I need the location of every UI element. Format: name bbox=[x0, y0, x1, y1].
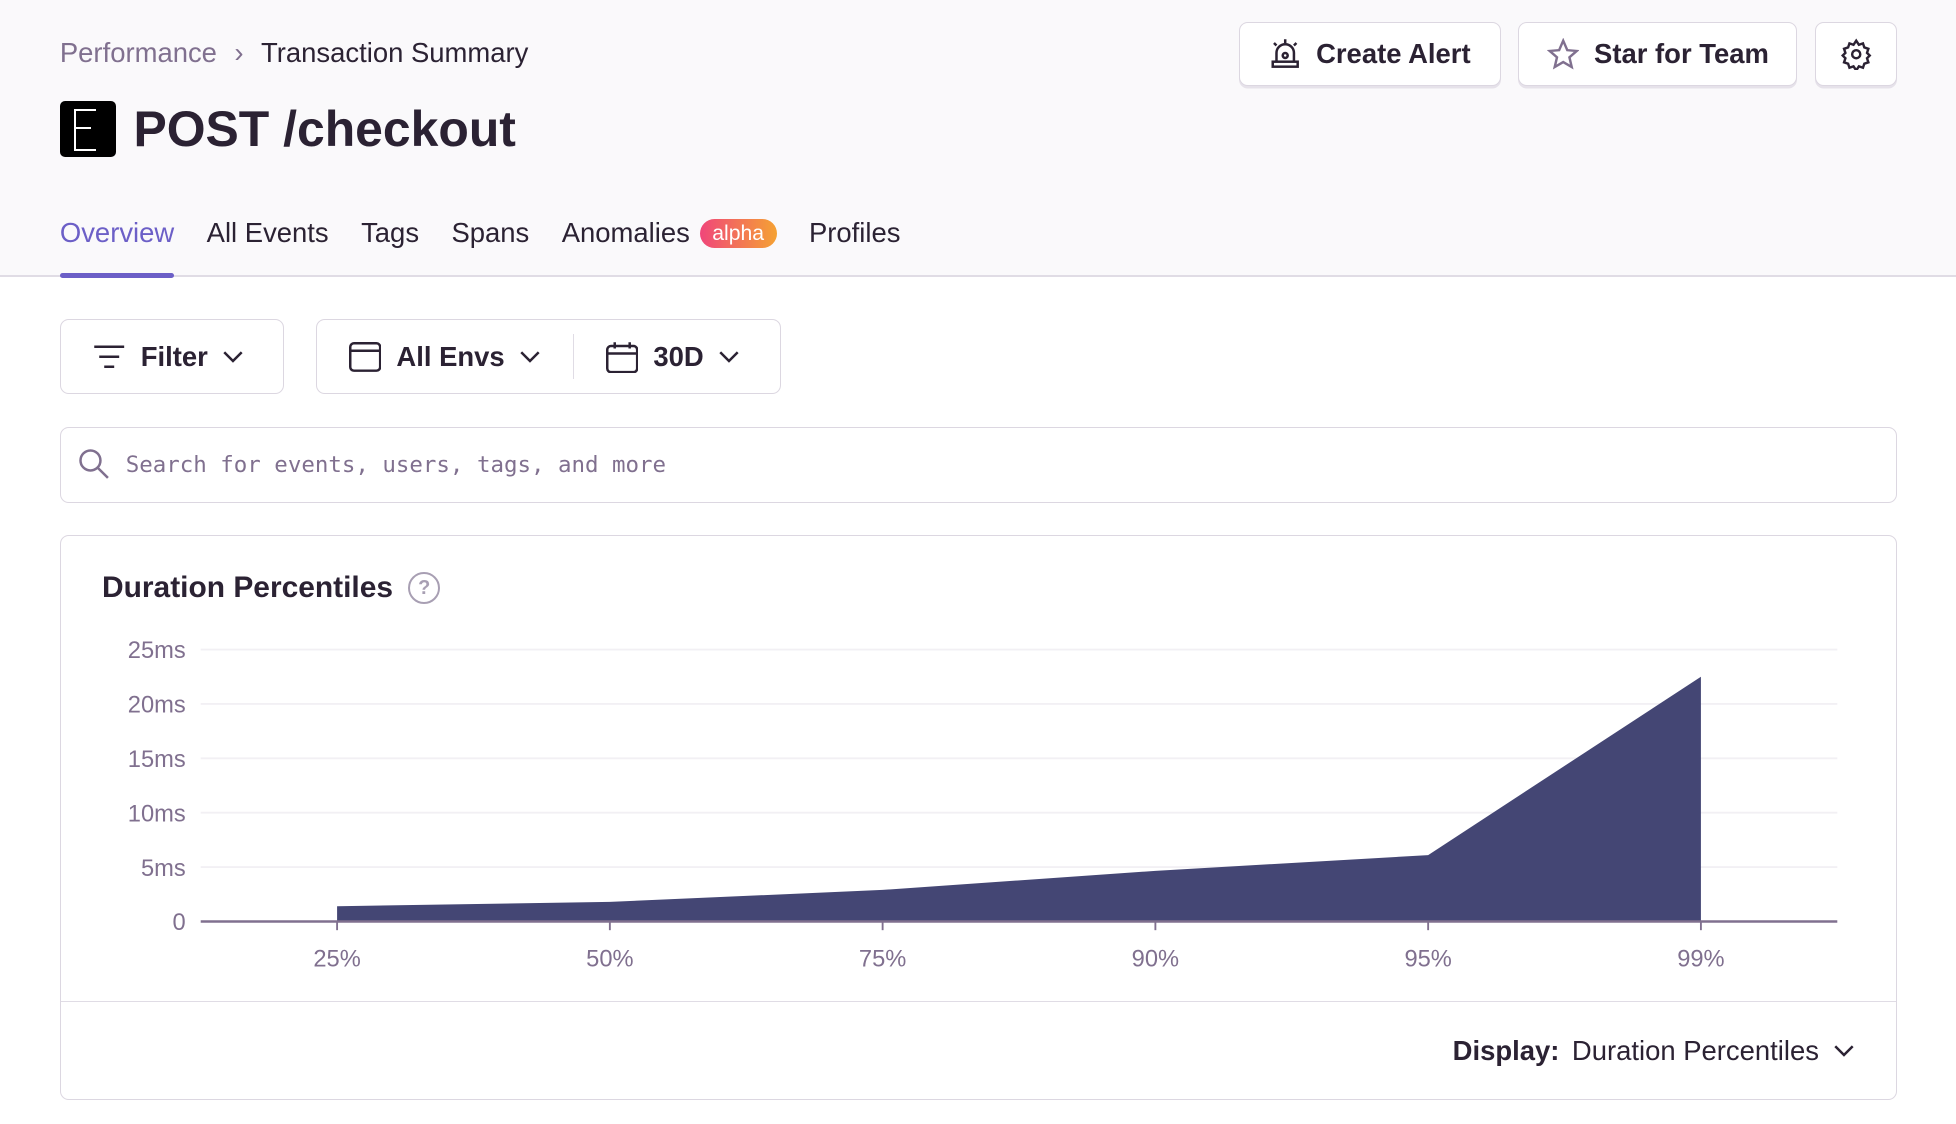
environment-dropdown[interactable]: All Envs bbox=[317, 334, 574, 380]
star-for-team-label: Star for Team bbox=[1594, 38, 1769, 70]
display-dropdown[interactable]: Duration Percentiles bbox=[1572, 1035, 1854, 1067]
y-tick-label: 5ms bbox=[141, 856, 186, 882]
x-tick-label: 95% bbox=[1404, 946, 1451, 972]
page-title: POST /checkout bbox=[59, 100, 516, 158]
x-tick-label: 25% bbox=[313, 946, 360, 972]
settings-button[interactable] bbox=[1814, 22, 1898, 87]
project-logo-icon bbox=[59, 100, 116, 157]
tab-all-events[interactable]: All Events bbox=[207, 217, 329, 277]
tab-anomalies[interactable]: Anomalies alpha bbox=[562, 217, 777, 277]
siren-icon bbox=[1271, 39, 1299, 68]
page-header: Performance › Transaction Summary POST /… bbox=[0, 0, 1956, 279]
tab-label: Tags bbox=[361, 217, 420, 249]
y-tick-label: 15ms bbox=[128, 747, 186, 773]
y-tick-label: 0 bbox=[172, 910, 185, 936]
filter-label: Filter bbox=[140, 340, 208, 372]
transaction-name: POST /checkout bbox=[133, 100, 516, 157]
gear-icon bbox=[1840, 38, 1872, 71]
display-label: Display: bbox=[1452, 1035, 1560, 1067]
chevron-down-icon bbox=[1834, 1045, 1854, 1057]
y-tick-label: 20ms bbox=[128, 693, 186, 719]
calendar-icon bbox=[605, 341, 639, 373]
period-label: 30D bbox=[653, 340, 704, 372]
y-tick-label: 10ms bbox=[128, 802, 186, 828]
breadcrumb-performance[interactable]: Performance bbox=[59, 37, 217, 69]
tab-label: Profiles bbox=[808, 217, 901, 249]
tab-label: All Events bbox=[206, 217, 329, 249]
panel-footer: Display: Duration Percentiles bbox=[60, 1001, 1897, 1100]
x-tick-label: 50% bbox=[586, 946, 633, 972]
alpha-badge: alpha bbox=[699, 219, 777, 249]
x-tick-label: 99% bbox=[1677, 946, 1724, 972]
period-dropdown[interactable]: 30D bbox=[574, 341, 739, 373]
chevron-down-icon bbox=[519, 350, 540, 363]
panel-title: Duration Percentiles ? bbox=[102, 571, 441, 605]
duration-chart: 0 5ms 10ms 15ms 20ms 25ms 25% 50% 75% 90% 95% 99% bbox=[128, 638, 1838, 972]
y-tick-label: 25ms bbox=[128, 638, 186, 664]
search-bar bbox=[59, 426, 1898, 503]
search-icon bbox=[79, 449, 110, 480]
search-input[interactable] bbox=[125, 451, 1748, 478]
panel-title-text: Duration Percentiles bbox=[102, 571, 394, 605]
display-value: Duration Percentiles bbox=[1571, 1035, 1819, 1067]
window-icon bbox=[349, 341, 382, 372]
tab-spans[interactable]: Spans bbox=[451, 217, 529, 277]
duration-percentiles-panel: Duration Percentiles ? 0 5ms 10ms 15ms 20ms 2… bbox=[59, 535, 1898, 1101]
star-icon bbox=[1546, 38, 1580, 70]
breadcrumb-transaction-summary: Transaction Summary bbox=[261, 37, 529, 69]
filter-dropdown[interactable]: Filter bbox=[59, 319, 285, 395]
star-for-team-button[interactable]: Star for Team bbox=[1518, 22, 1798, 87]
create-alert-label: Create Alert bbox=[1316, 38, 1471, 70]
chevron-right-icon: › bbox=[234, 37, 244, 69]
tab-bar: Overview All Events Tags Spans Anomalies… bbox=[59, 217, 901, 279]
tab-label: Overview bbox=[59, 217, 175, 249]
x-tick-label: 90% bbox=[1132, 946, 1179, 972]
chevron-down-icon bbox=[223, 350, 243, 363]
tab-profiles[interactable]: Profiles bbox=[809, 217, 901, 277]
tab-label: Spans bbox=[451, 217, 530, 249]
tab-label: Anomalies bbox=[561, 217, 690, 249]
filter-icon bbox=[94, 345, 125, 368]
tab-overview[interactable]: Overview bbox=[59, 217, 175, 279]
env-period-group: All Envs 30D bbox=[315, 319, 781, 395]
duration-area bbox=[336, 676, 1701, 922]
chevron-down-icon bbox=[719, 350, 739, 363]
help-icon[interactable]: ? bbox=[408, 571, 441, 605]
create-alert-button[interactable]: Create Alert bbox=[1238, 22, 1501, 87]
environment-label: All Envs bbox=[396, 340, 505, 372]
tab-tags[interactable]: Tags bbox=[361, 217, 419, 277]
x-tick-label: 75% bbox=[859, 946, 906, 972]
breadcrumb: Performance › Transaction Summary bbox=[60, 37, 528, 69]
